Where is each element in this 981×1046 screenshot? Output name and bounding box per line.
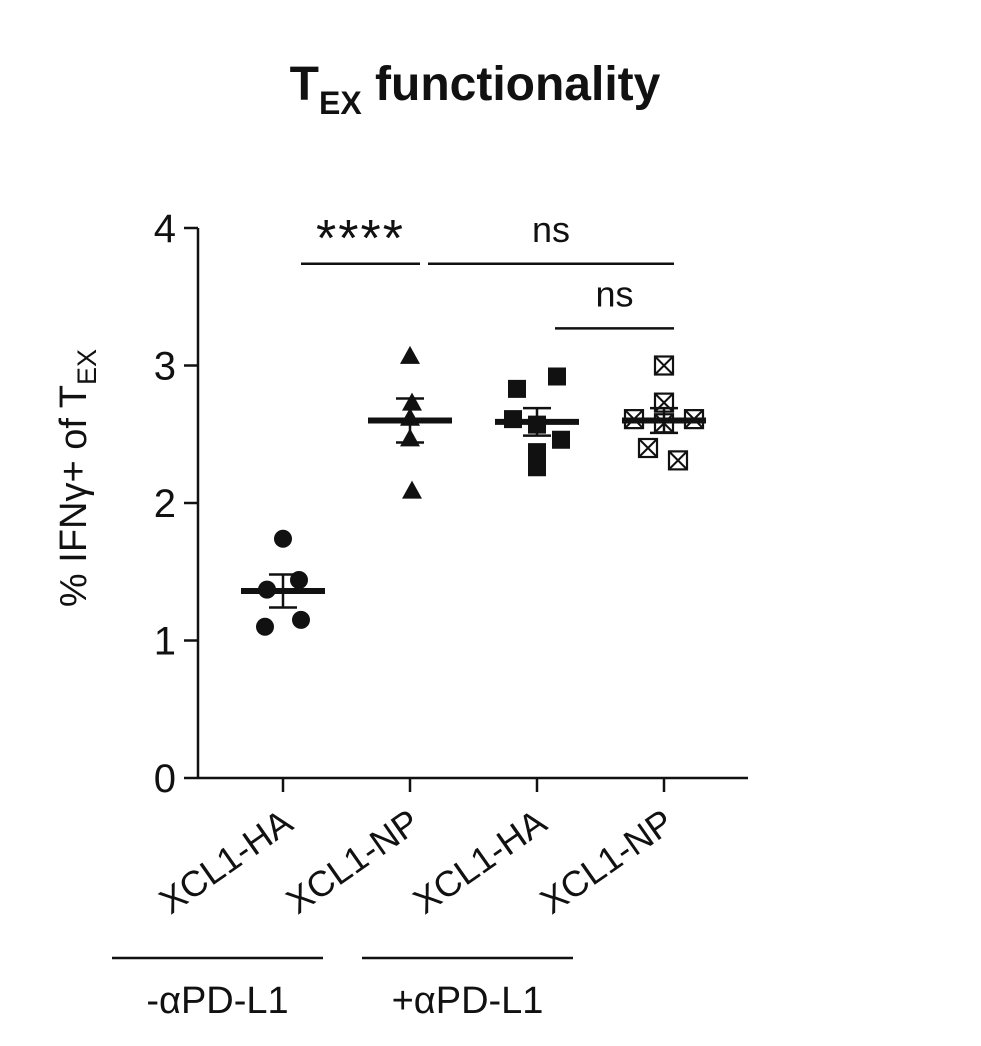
- y-ticks: 0 1 2 3 4: [154, 207, 198, 801]
- data-point: [637, 437, 659, 459]
- x-tick-label: XCL1-HA: [406, 801, 554, 922]
- y-tick-label: 3: [154, 345, 176, 389]
- significance-label: ns: [595, 273, 633, 314]
- data-point: [256, 617, 274, 636]
- group-label: -αPD-L1: [146, 980, 288, 1022]
- significance-label: ****: [316, 210, 405, 268]
- chart-title-subscript: EX: [319, 85, 362, 121]
- x-tick-label: XCL1-HA: [152, 801, 300, 922]
- chart-title-main: T: [290, 58, 319, 111]
- data-point: [653, 355, 675, 376]
- data-point: [402, 480, 422, 499]
- significance-label: ns: [532, 209, 570, 250]
- chart-title: TEX functionality: [290, 58, 661, 121]
- chart-title-rest: functionality: [362, 58, 661, 111]
- data-point: [400, 345, 420, 364]
- x-tick-label: XCL1-NP: [533, 801, 681, 922]
- data-point: [528, 458, 546, 477]
- data-point: [548, 367, 566, 386]
- data-point: [402, 392, 422, 411]
- data-point: [528, 443, 546, 462]
- x-tick-label: XCL1-NP: [279, 801, 427, 922]
- group-labels: -αPD-L1 +αPD-L1: [112, 956, 573, 1022]
- group-label: +αPD-L1: [392, 980, 544, 1022]
- data-point: [667, 450, 689, 471]
- y-axis-label-main: % IFNγ+ of T: [53, 385, 95, 607]
- y-tick-label: 4: [154, 207, 176, 251]
- mean-sem-bars: [241, 397, 706, 609]
- y-tick-label: 1: [154, 620, 176, 664]
- axes: [196, 228, 748, 780]
- data-point: [552, 430, 570, 449]
- y-tick-label: 0: [154, 757, 176, 801]
- y-axis-label-subscript: EX: [72, 349, 102, 385]
- data-point: [274, 529, 292, 548]
- y-axis-label: % IFNγ+ of TEX: [53, 349, 102, 607]
- y-tick-label: 2: [154, 482, 176, 526]
- data-point: [292, 610, 310, 629]
- data-point: [508, 379, 526, 398]
